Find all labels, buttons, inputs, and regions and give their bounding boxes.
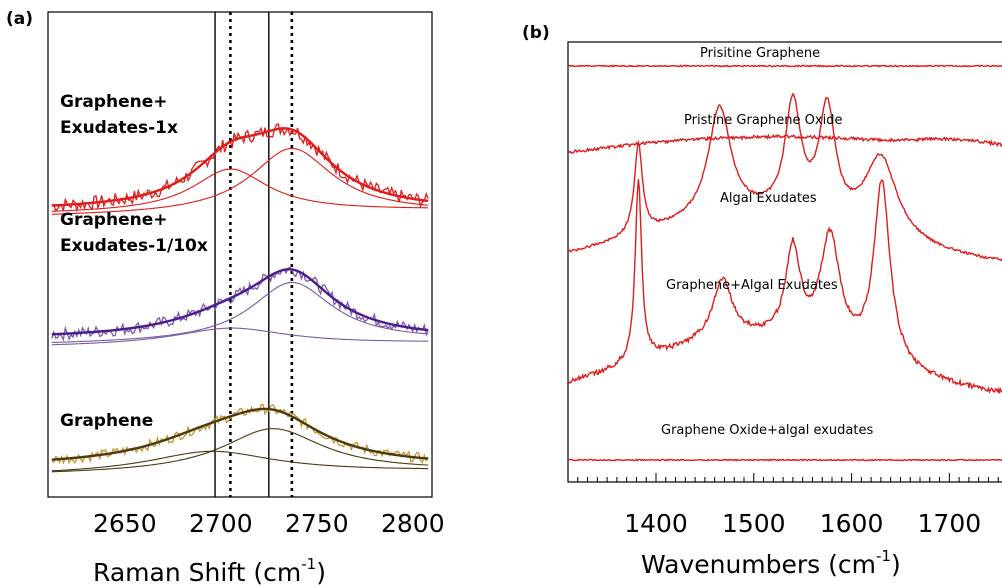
fit-component-curve xyxy=(51,168,429,212)
panel-a-frame xyxy=(47,11,433,498)
label-graphene-algal-exudates: Graphene+Algal Exudates xyxy=(666,278,838,293)
panel-b-frame xyxy=(567,41,1002,483)
x-tick-label: 2800 xyxy=(381,509,445,538)
panel-a: (a) Graphene+ Exudates-1x Graphene+ Exud… xyxy=(6,9,445,586)
x-tick-label: 2700 xyxy=(189,509,253,538)
spectrum-curve xyxy=(567,133,1002,154)
spectrum-curve xyxy=(567,458,1002,462)
total-fit-curve xyxy=(51,268,429,336)
fit-component-curve xyxy=(51,428,429,473)
x-tick-label: 1600 xyxy=(820,509,884,538)
panel-a-curve-labels: Graphene+ Exudates-1x Graphene+ Exudates… xyxy=(60,92,208,431)
spectrum-curve xyxy=(567,64,1002,68)
label-pristine-graphene: Prisitine Graphene xyxy=(700,46,820,61)
label-red-line2: Exudates-1x xyxy=(60,118,178,138)
spectrum-curve xyxy=(567,92,1002,262)
fit-component-curve xyxy=(51,281,429,344)
panel-b-x-ticks: 1400 1500 1600 1700 xyxy=(577,473,999,538)
panel-a-reference-lines xyxy=(214,12,294,497)
fit-component-curve xyxy=(51,147,429,215)
panel-a-letter: (a) xyxy=(6,9,33,29)
panel-b-x-axis-title: Wavenumbers (cm-1) xyxy=(641,547,901,579)
label-pristine-graphene-oxide: Pristine Graphene Oxide xyxy=(684,113,842,128)
fit-component-curve xyxy=(51,327,429,346)
label-red-line1: Graphene+ xyxy=(60,92,168,112)
spectrum-curve xyxy=(567,179,1002,394)
x-tick-label: 2750 xyxy=(285,509,349,538)
panel-a-x-ticks: 2650 2700 2750 2800 xyxy=(93,509,445,538)
total-fit-curve xyxy=(51,127,429,207)
total-fit-curve xyxy=(51,407,429,461)
x-tick-label: 1400 xyxy=(624,509,688,538)
panel-a-x-axis-title: Raman Shift (cm-1) xyxy=(93,555,326,586)
x-tick-label: 1700 xyxy=(918,509,982,538)
panel-b-spectra xyxy=(567,64,1002,462)
panel-b-spectrum-labels: Prisitine Graphene Pristine Graphene Oxi… xyxy=(661,46,873,438)
label-graphene-oxide-algal-exudates: Graphene Oxide+algal exudates xyxy=(661,423,873,438)
panel-a-curves xyxy=(51,123,429,473)
x-tick-label: 2650 xyxy=(93,509,157,538)
label-algal-exudates: Algal Exudates xyxy=(720,191,817,206)
fit-component-curve xyxy=(51,450,429,472)
raw-spectrum-curve xyxy=(51,266,429,342)
x-tick-label: 1500 xyxy=(722,509,786,538)
label-purple-line1: Graphene+ xyxy=(60,210,168,230)
label-gold-line1: Graphene xyxy=(60,411,153,431)
label-purple-line2: Exudates-1/10x xyxy=(60,236,208,256)
panel-b-letter: (b) xyxy=(522,23,550,43)
panel-b: (b) Prisitine Graphene Pristine Graphene… xyxy=(522,23,1002,579)
